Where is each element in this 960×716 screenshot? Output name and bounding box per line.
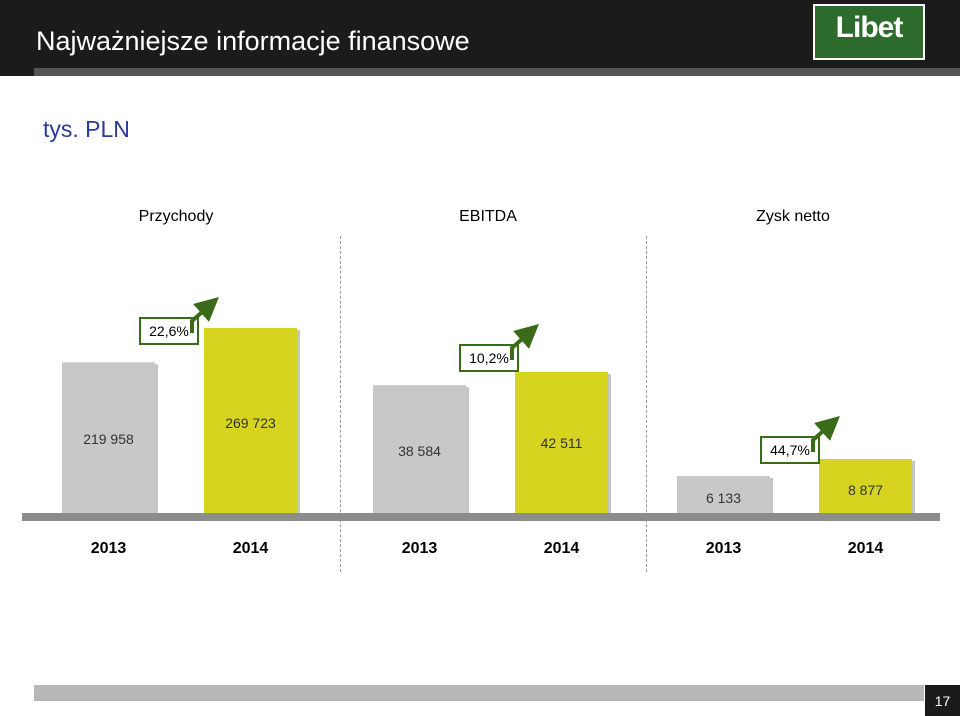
bar-2014: [204, 328, 297, 514]
group-divider: [340, 236, 341, 572]
group-label-net-profit: Zysk netto: [756, 208, 830, 225]
growth-label: 10,2%: [469, 350, 509, 366]
bar-2013: [373, 385, 466, 514]
growth-box: [760, 436, 820, 464]
financial-bar-chart: 219 958 2013 269 723 2014 22,6% 38 584 2013 42 …: [62, 297, 915, 557]
group-label-revenue: Przychody: [138, 208, 214, 225]
growth-label: 44,7%: [770, 442, 810, 458]
footer-bar: [34, 685, 924, 701]
data-label: 269 723: [225, 415, 276, 431]
bar-2014: [819, 459, 912, 514]
data-label: 219 958: [83, 431, 134, 447]
data-label: 6 133: [706, 490, 741, 506]
chart-baseline: [22, 513, 940, 521]
growth-arrow-icon: [190, 297, 219, 333]
data-label: 42 511: [541, 435, 583, 451]
tick-label: 2014: [233, 540, 269, 557]
libet-logo: Libet: [813, 4, 925, 60]
data-label: 38 584: [398, 443, 441, 459]
group-divider: [646, 236, 647, 572]
page-number-box: 17: [925, 685, 960, 716]
tick-label: 2014: [544, 540, 580, 557]
tick-label: 2013: [91, 540, 127, 557]
tick-label: 2013: [706, 540, 742, 557]
page-title: Najważniejsze informacje finansowe: [36, 26, 470, 56]
tick-label: 2013: [402, 540, 438, 557]
bar-2013: [62, 362, 155, 514]
group-label-ebitda: EBITDA: [459, 208, 517, 225]
page-number: 17: [934, 693, 951, 709]
bar-2013: [677, 476, 770, 514]
bar-2014: [515, 372, 608, 514]
growth-arrow-icon: [510, 324, 539, 360]
logo-text: Libet: [835, 11, 904, 44]
growth-box: [459, 344, 519, 372]
growth-label: 22,6%: [149, 323, 189, 339]
header-bar: Najważniejsze informacje finansowe Libet: [0, 0, 960, 76]
growth-box: [139, 317, 199, 345]
data-label: 8 877: [848, 482, 883, 498]
growth-arrow-icon: [811, 416, 840, 452]
unit-label: tys. PLN: [43, 116, 130, 142]
tick-label: 2014: [848, 540, 884, 557]
header-stripe: [34, 68, 960, 76]
